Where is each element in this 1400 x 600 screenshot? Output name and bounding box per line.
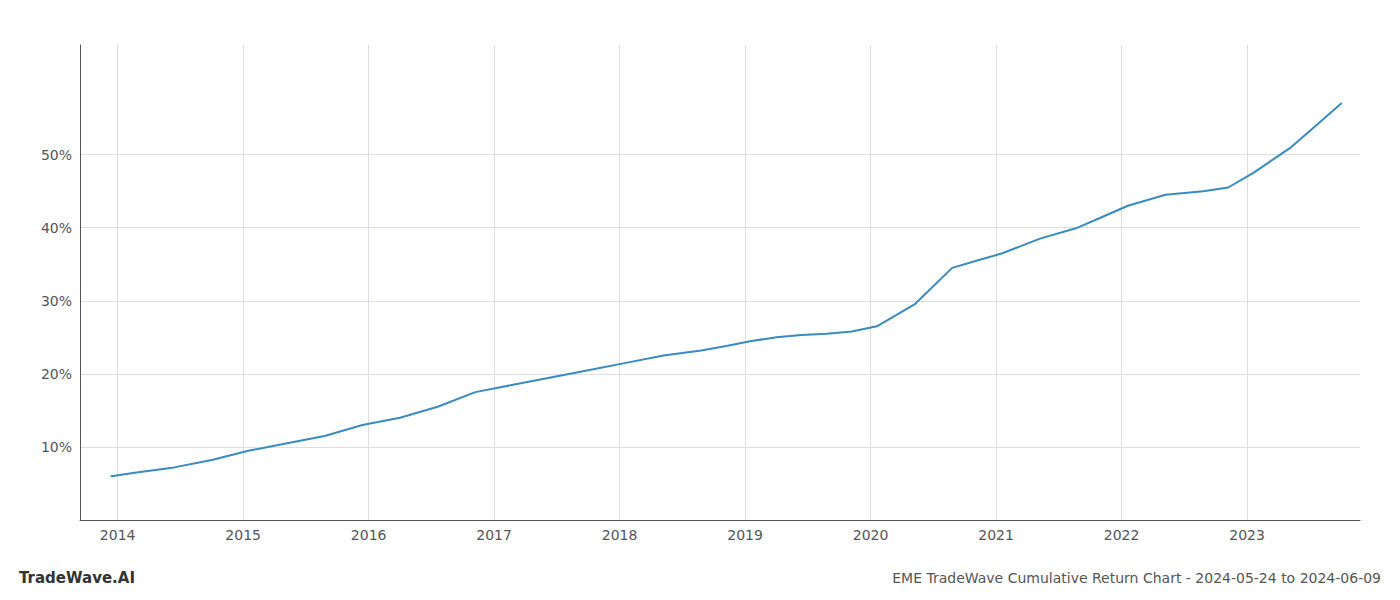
svg-text:2022: 2022	[1104, 527, 1140, 543]
svg-text:TradeWave.AI: TradeWave.AI	[19, 569, 135, 587]
svg-text:10%: 10%	[41, 439, 72, 455]
svg-text:2019: 2019	[727, 527, 763, 543]
svg-text:2017: 2017	[476, 527, 512, 543]
svg-text:2016: 2016	[351, 527, 387, 543]
svg-text:30%: 30%	[41, 293, 72, 309]
svg-text:20%: 20%	[41, 366, 72, 382]
svg-text:50%: 50%	[41, 147, 72, 163]
svg-text:40%: 40%	[41, 220, 72, 236]
svg-text:2021: 2021	[978, 527, 1014, 543]
svg-text:2020: 2020	[853, 527, 889, 543]
svg-text:2023: 2023	[1229, 527, 1265, 543]
svg-text:2018: 2018	[602, 527, 638, 543]
svg-text:2014: 2014	[100, 527, 136, 543]
svg-text:EME TradeWave Cumulative Retur: EME TradeWave Cumulative Return Chart - …	[892, 570, 1381, 586]
svg-text:2015: 2015	[225, 527, 261, 543]
